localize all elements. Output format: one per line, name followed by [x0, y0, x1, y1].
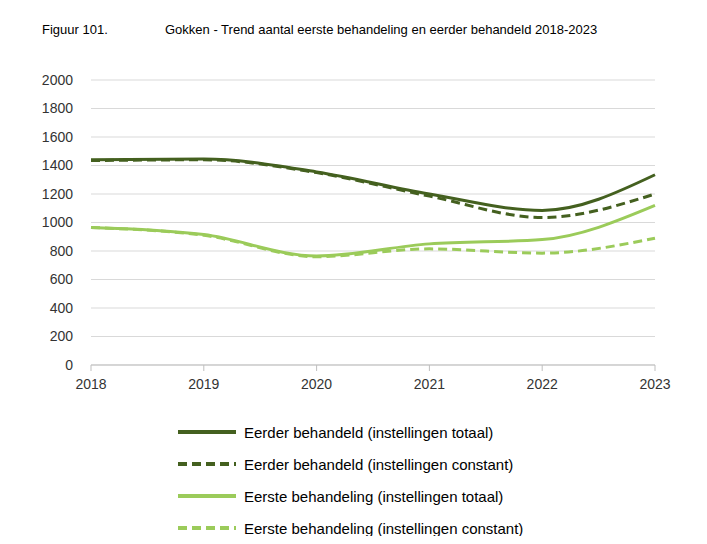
svg-text:400: 400 [50, 300, 74, 316]
svg-text:1000: 1000 [42, 214, 73, 230]
svg-text:2020: 2020 [301, 376, 332, 392]
svg-text:2018: 2018 [75, 376, 106, 392]
html-text:Eerste behandeling (instelling: Eerste behandeling (instellingen constan… [244, 519, 524, 537]
svg-text:1800: 1800 [42, 100, 73, 116]
svg-text:2021: 2021 [414, 376, 445, 392]
html-text:Figuur 101.: Figuur 101. [42, 22, 108, 37]
svg-text:2022: 2022 [527, 376, 558, 392]
html-text:Eerder behandeld (instellingen: Eerder behandeld (instellingen totaal) [244, 423, 494, 441]
svg-text:1600: 1600 [42, 129, 73, 145]
html-text:Eerste behandeling (instelling: Eerste behandeling (instellingen totaal) [244, 487, 504, 505]
html-text:Gokken - Trend aantal eerste b: Gokken - Trend aantal eerste behandeling… [165, 22, 598, 37]
svg-text:800: 800 [50, 243, 74, 259]
html-text:Eerder behandeld (instellingen: Eerder behandeld (instellingen constant) [244, 455, 514, 473]
svg-text:600: 600 [50, 271, 74, 287]
svg-text:200: 200 [50, 328, 74, 344]
svg-text:2000: 2000 [42, 72, 73, 88]
svg-text:1200: 1200 [42, 186, 73, 202]
svg-text:0: 0 [65, 357, 73, 373]
svg-text:1400: 1400 [42, 157, 73, 173]
svg-text:2023: 2023 [639, 376, 670, 392]
svg-text:2019: 2019 [188, 376, 219, 392]
